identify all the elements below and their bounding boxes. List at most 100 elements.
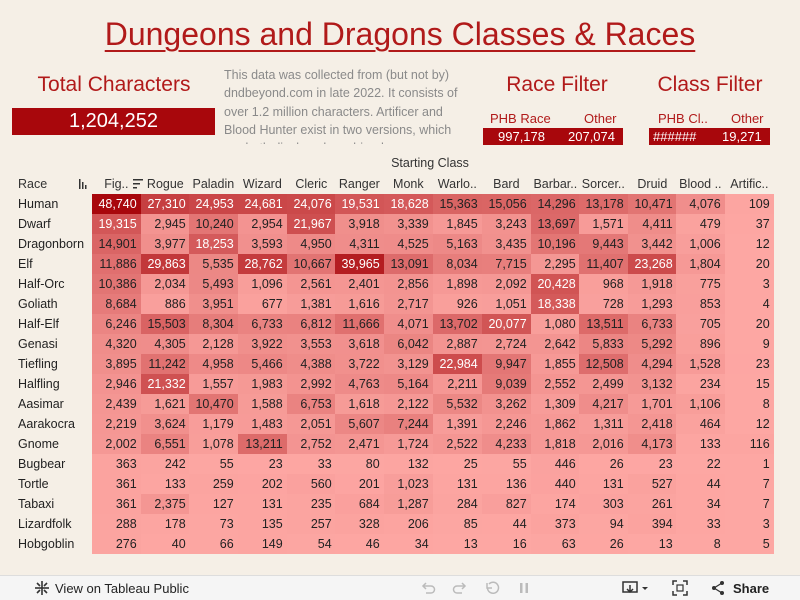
heatmap-cell[interactable]: 6,246 [92, 314, 141, 334]
heatmap-cell[interactable]: 6,753 [287, 394, 336, 414]
heatmap-cell[interactable]: 2,034 [141, 274, 190, 294]
heatmap-cell[interactable]: 13,702 [433, 314, 482, 334]
heatmap-cell[interactable]: 1,571 [579, 214, 628, 234]
heatmap-cell[interactable]: 1,483 [238, 414, 287, 434]
heatmap-cell[interactable]: 7 [725, 474, 774, 494]
heatmap-cell[interactable]: 5,466 [238, 354, 287, 374]
heatmap-cell[interactable]: 39,965 [335, 254, 384, 274]
heatmap-cell[interactable]: 440 [531, 474, 580, 494]
heatmap-cell[interactable]: 33 [676, 514, 725, 534]
heatmap-cell[interactable]: 242 [141, 454, 190, 474]
heatmap-cell[interactable]: 4,305 [141, 334, 190, 354]
heatmap-cell[interactable]: 46 [335, 534, 384, 554]
heatmap-cell[interactable]: 24,953 [189, 194, 238, 214]
heatmap-cell[interactable]: 853 [676, 294, 725, 314]
heatmap-cell[interactable]: 202 [238, 474, 287, 494]
heatmap-cell[interactable]: 10,667 [287, 254, 336, 274]
heatmap-cell[interactable]: 234 [676, 374, 725, 394]
heatmap-cell[interactable]: 10,470 [189, 394, 238, 414]
heatmap-cell[interactable]: 13,091 [384, 254, 433, 274]
heatmap-cell[interactable]: 2,246 [482, 414, 531, 434]
heatmap-cell[interactable]: 4,411 [628, 214, 677, 234]
heatmap-cell[interactable]: 2,128 [189, 334, 238, 354]
heatmap-cell[interactable]: 235 [287, 494, 336, 514]
heatmap-cell[interactable]: 1,983 [238, 374, 287, 394]
heatmap-cell[interactable]: 15,056 [482, 194, 531, 214]
heatmap-cell[interactable]: 10,196 [531, 234, 580, 254]
heatmap-cell[interactable]: 4,173 [628, 434, 677, 454]
heatmap-cell[interactable]: 1,381 [287, 294, 336, 314]
heatmap-cell[interactable]: 1,391 [433, 414, 482, 434]
column-header[interactable]: Sorcer.. [581, 177, 625, 191]
heatmap-cell[interactable]: 2,211 [433, 374, 482, 394]
heatmap-cell[interactable]: 926 [433, 294, 482, 314]
heatmap-cell[interactable]: 7 [725, 494, 774, 514]
heatmap-cell[interactable]: 2,092 [482, 274, 531, 294]
heatmap-cell[interactable]: 44 [482, 514, 531, 534]
heatmap-cell[interactable]: 3,553 [287, 334, 336, 354]
heatmap-cell[interactable]: 1,621 [141, 394, 190, 414]
heatmap-cell[interactable]: 775 [676, 274, 725, 294]
heatmap-cell[interactable]: 15,363 [433, 194, 482, 214]
heatmap-cell[interactable]: 2,401 [335, 274, 384, 294]
heatmap-cell[interactable]: 13,211 [238, 434, 287, 454]
heatmap-cell[interactable]: 2,992 [287, 374, 336, 394]
heatmap-cell[interactable]: 361 [92, 494, 141, 514]
heatmap-cell[interactable]: 5,535 [189, 254, 238, 274]
class-filter-other-value[interactable]: 19,271 [722, 129, 762, 144]
heatmap-cell[interactable]: 16 [482, 534, 531, 554]
heatmap-cell[interactable]: 22 [676, 454, 725, 474]
heatmap-cell[interactable]: 9,947 [482, 354, 531, 374]
heatmap-cell[interactable]: 13,511 [579, 314, 628, 334]
heatmap-cell[interactable]: 677 [238, 294, 287, 314]
heatmap-cell[interactable]: 14,901 [92, 234, 141, 254]
heatmap-cell[interactable]: 131 [579, 474, 628, 494]
heatmap-cell[interactable]: 2,954 [238, 214, 287, 234]
heatmap-cell[interactable]: 135 [238, 514, 287, 534]
sort-icon[interactable] [79, 179, 89, 189]
heatmap-cell[interactable]: 527 [628, 474, 677, 494]
heatmap-cell[interactable]: 55 [189, 454, 238, 474]
heatmap-cell[interactable]: 2,499 [579, 374, 628, 394]
heatmap-cell[interactable]: 4,233 [482, 434, 531, 454]
heatmap-cell[interactable]: 18,253 [189, 234, 238, 254]
column-header[interactable]: Druid [637, 177, 668, 191]
heatmap-cell[interactable]: 1,287 [384, 494, 433, 514]
heatmap-cell[interactable]: 20,428 [531, 274, 580, 294]
heatmap-cell[interactable]: 13,697 [531, 214, 580, 234]
heatmap-cell[interactable]: 4,217 [579, 394, 628, 414]
column-header[interactable]: Wizard [242, 177, 282, 191]
heatmap-cell[interactable]: 728 [579, 294, 628, 314]
race-column-header[interactable]: Race [18, 177, 48, 191]
heatmap-cell[interactable]: 6,733 [628, 314, 677, 334]
race-label[interactable]: Gnome [18, 437, 59, 451]
heatmap-cell[interactable]: 28,762 [238, 254, 287, 274]
heatmap-cell[interactable]: 131 [238, 494, 287, 514]
heatmap-cell[interactable]: 2,439 [92, 394, 141, 414]
heatmap-cell[interactable]: 2,561 [287, 274, 336, 294]
heatmap-cell[interactable]: 1,106 [676, 394, 725, 414]
heatmap-cell[interactable]: 3 [725, 514, 774, 534]
heatmap-cell[interactable]: 174 [531, 494, 580, 514]
heatmap-cell[interactable]: 3,129 [384, 354, 433, 374]
race-label[interactable]: Dwarf [18, 217, 51, 231]
heatmap-cell[interactable]: 1,616 [335, 294, 384, 314]
heatmap-cell[interactable]: 5,607 [335, 414, 384, 434]
heatmap-cell[interactable]: 27,310 [141, 194, 190, 214]
heatmap-cell[interactable]: 3,262 [482, 394, 531, 414]
heatmap-cell[interactable]: 3,442 [628, 234, 677, 254]
heatmap-cell[interactable]: 6,042 [384, 334, 433, 354]
race-filter-phb-value[interactable]: 997,178 [498, 129, 545, 144]
heatmap-cell[interactable]: 3,895 [92, 354, 141, 374]
heatmap-cell[interactable]: 464 [676, 414, 725, 434]
heatmap-cell[interactable]: 1,096 [238, 274, 287, 294]
heatmap-cell[interactable]: 2,122 [384, 394, 433, 414]
heatmap-cell[interactable]: 1,818 [531, 434, 580, 454]
race-label[interactable]: Aarakocra [18, 417, 75, 431]
share-button[interactable]: Share [733, 581, 770, 596]
race-label[interactable]: Lizardfolk [18, 517, 72, 531]
heatmap-cell[interactable]: 19,315 [92, 214, 141, 234]
heatmap-cell[interactable]: 1,080 [531, 314, 580, 334]
heatmap-cell[interactable]: 15 [725, 374, 774, 394]
heatmap-cell[interactable]: 1,701 [628, 394, 677, 414]
